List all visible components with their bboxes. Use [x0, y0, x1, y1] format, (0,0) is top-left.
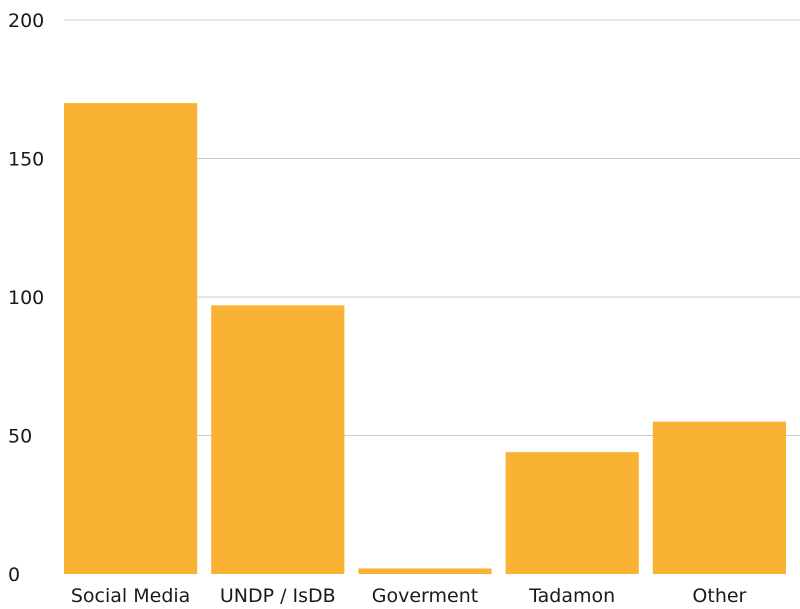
bar-undp-isdb	[211, 305, 345, 574]
x-tick-label: Goverment	[372, 585, 478, 605]
x-tick-label: Social Media	[71, 585, 190, 605]
bars	[64, 103, 786, 574]
bar-goverment	[358, 568, 492, 574]
bar-social-media	[64, 103, 198, 574]
y-axis-ticks: 0 50 100 150 200	[8, 10, 44, 586]
x-tick-label: Tadamon	[528, 585, 615, 605]
bar-other	[652, 421, 786, 574]
bar-tadamon	[505, 452, 639, 574]
y-tick-label: 100	[8, 287, 44, 309]
x-axis-ticks: Social Media UNDP / IsDB Goverment Tadamon O…	[71, 585, 747, 607]
x-tick-label: UNDP / IsDB	[220, 585, 336, 605]
y-tick-label: 200	[8, 10, 44, 32]
y-tick-label: 150	[8, 149, 44, 171]
y-tick-label: 50	[8, 426, 32, 448]
y-tick-label: 0	[8, 564, 20, 586]
x-tick-label: Other	[692, 585, 746, 605]
